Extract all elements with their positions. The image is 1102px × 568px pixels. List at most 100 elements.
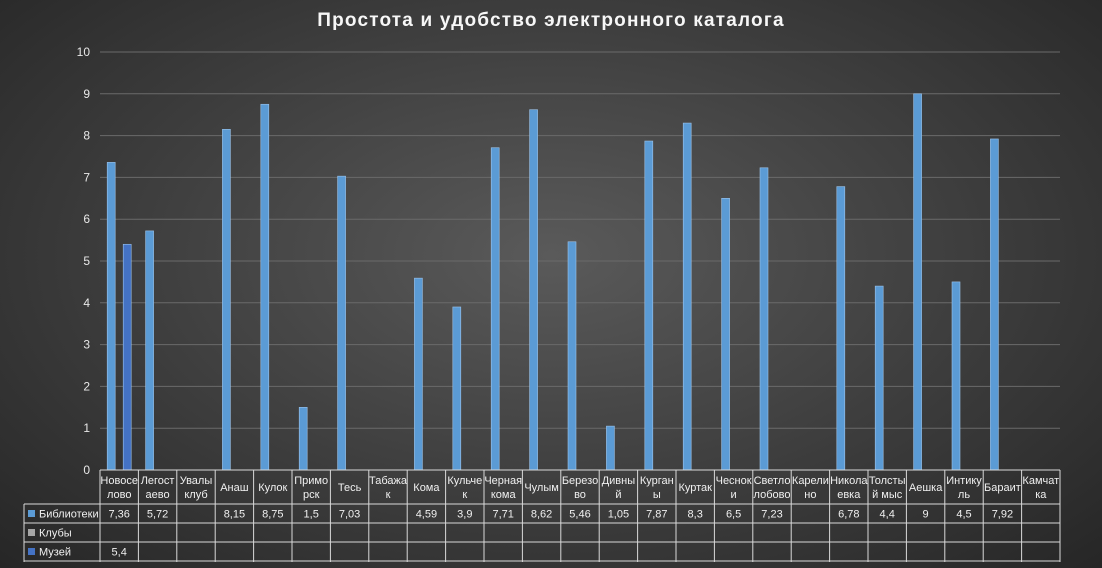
y-tick-label: 1 xyxy=(83,421,90,435)
category-label: Черная xyxy=(484,475,522,487)
bar-Библиотеки xyxy=(452,306,462,471)
category-label: Кулок xyxy=(258,482,287,494)
bar-Библиотеки xyxy=(682,122,692,471)
category-label: Куртак xyxy=(678,482,712,494)
data-table-cell: 8,62 xyxy=(531,509,552,521)
category-label: к xyxy=(386,489,391,501)
category-label: Чеснок xyxy=(716,475,752,487)
category-label: во xyxy=(574,489,586,501)
data-table-cell: 6,5 xyxy=(726,509,741,521)
legend-label: Библиотеки xyxy=(39,509,99,521)
data-table-cell: 1,5 xyxy=(304,509,319,521)
legend-label: Музей xyxy=(39,547,71,559)
category-label: Примо xyxy=(294,475,328,487)
category-label: Никола xyxy=(830,475,868,487)
bar-Библиотеки xyxy=(145,230,154,471)
category-label: Камчат xyxy=(1022,475,1059,487)
bar-Библиотеки xyxy=(490,147,500,471)
data-table-cell: 7,71 xyxy=(492,509,513,521)
category-label: Кульче xyxy=(447,475,482,487)
data-table-cell: 7,23 xyxy=(761,509,782,521)
data-table-cell: 5,46 xyxy=(569,509,590,521)
chart-title: Простота и удобство электронного каталог… xyxy=(317,10,785,31)
y-tick-label: 8 xyxy=(83,129,90,143)
bar-Библиотеки xyxy=(951,281,961,471)
y-tick-label: 4 xyxy=(83,296,90,310)
category-label: Бараит xyxy=(984,482,1021,494)
bar-Библиотеки xyxy=(990,138,999,471)
category-label: Карели xyxy=(792,475,829,487)
data-table-cell: 7,92 xyxy=(992,509,1013,521)
bar-Библиотеки xyxy=(222,129,231,471)
bar-Библиотеки xyxy=(644,140,654,471)
bar-Библиотеки xyxy=(606,425,615,471)
bar-Библиотеки xyxy=(721,198,730,471)
y-tick-label: 0 xyxy=(83,463,90,477)
category-label: Курган xyxy=(640,475,674,487)
category-label: но xyxy=(804,489,816,501)
bar-Библиотеки xyxy=(529,109,538,471)
y-tick-label: 5 xyxy=(83,254,90,268)
category-label: Увалы xyxy=(180,475,213,487)
bar-Библиотеки xyxy=(260,103,270,471)
category-label: ка xyxy=(1035,489,1047,501)
category-label: клуб xyxy=(184,489,207,501)
category-label: евка xyxy=(837,489,861,501)
category-label: Березо xyxy=(562,475,598,487)
data-table-cell: 9 xyxy=(923,509,929,521)
category-label: Толсты xyxy=(869,475,906,487)
category-label: Новосе xyxy=(100,475,138,487)
category-label: Тесь xyxy=(338,482,362,494)
bar-Библиотеки xyxy=(913,93,922,471)
data-table-cell: 1,05 xyxy=(608,509,629,521)
category-label: Аешка xyxy=(909,482,943,494)
data-table-cell: 7,03 xyxy=(339,509,360,521)
category-label: аево xyxy=(146,489,170,501)
data-table-cell: 5,72 xyxy=(147,509,168,521)
category-label: к xyxy=(462,489,467,501)
bar-Музей xyxy=(122,243,132,471)
category-label: Анаш xyxy=(220,482,249,494)
data-table-cell: 8,3 xyxy=(688,509,703,521)
legend-key xyxy=(28,548,35,555)
category-label: лобово xyxy=(754,489,791,501)
data-table-cell: 7,36 xyxy=(108,509,129,521)
category-label: Легост xyxy=(141,475,175,487)
category-label: й мыс xyxy=(872,489,903,501)
bar-Библиотеки xyxy=(298,406,308,471)
category-label: Табажа xyxy=(369,475,408,487)
y-tick-label: 3 xyxy=(83,338,90,352)
data-table-cell: 7,87 xyxy=(646,509,667,521)
y-tick-label: 6 xyxy=(83,212,90,226)
data-table-cell: 8,75 xyxy=(262,509,283,521)
category-label: лово xyxy=(107,489,132,501)
category-label: Светло xyxy=(754,475,791,487)
category-label: кома xyxy=(491,489,517,501)
data-table-cell: 4,59 xyxy=(416,509,437,521)
category-label: Интику xyxy=(946,475,982,487)
data-table-cell: 3,9 xyxy=(457,509,472,521)
category-label: Кома xyxy=(413,482,440,494)
legend-key xyxy=(28,510,35,517)
legend-label: Клубы xyxy=(39,528,72,540)
data-table-cell: 4,4 xyxy=(880,509,895,521)
y-tick-label: 10 xyxy=(77,45,91,59)
bar-Библиотеки xyxy=(759,167,769,471)
category-label: рск xyxy=(303,489,320,501)
category-label: Чулым xyxy=(524,482,558,494)
bar-Библиотеки xyxy=(874,285,884,471)
y-tick-label: 7 xyxy=(83,170,90,184)
category-label: ль xyxy=(958,489,970,501)
category-label: й xyxy=(615,489,621,501)
data-table-cell: 4,5 xyxy=(956,509,971,521)
data-table-cell: 5,4 xyxy=(112,547,127,559)
y-tick-label: 2 xyxy=(83,379,90,393)
legend-key xyxy=(28,529,35,536)
bar-Библиотеки xyxy=(414,277,423,471)
data-table-cell: 6,78 xyxy=(838,509,859,521)
category-label: и xyxy=(731,489,737,501)
bar-Библиотеки xyxy=(337,175,346,471)
data-table-cell: 8,15 xyxy=(224,509,245,521)
bar-Библиотеки xyxy=(106,162,116,471)
